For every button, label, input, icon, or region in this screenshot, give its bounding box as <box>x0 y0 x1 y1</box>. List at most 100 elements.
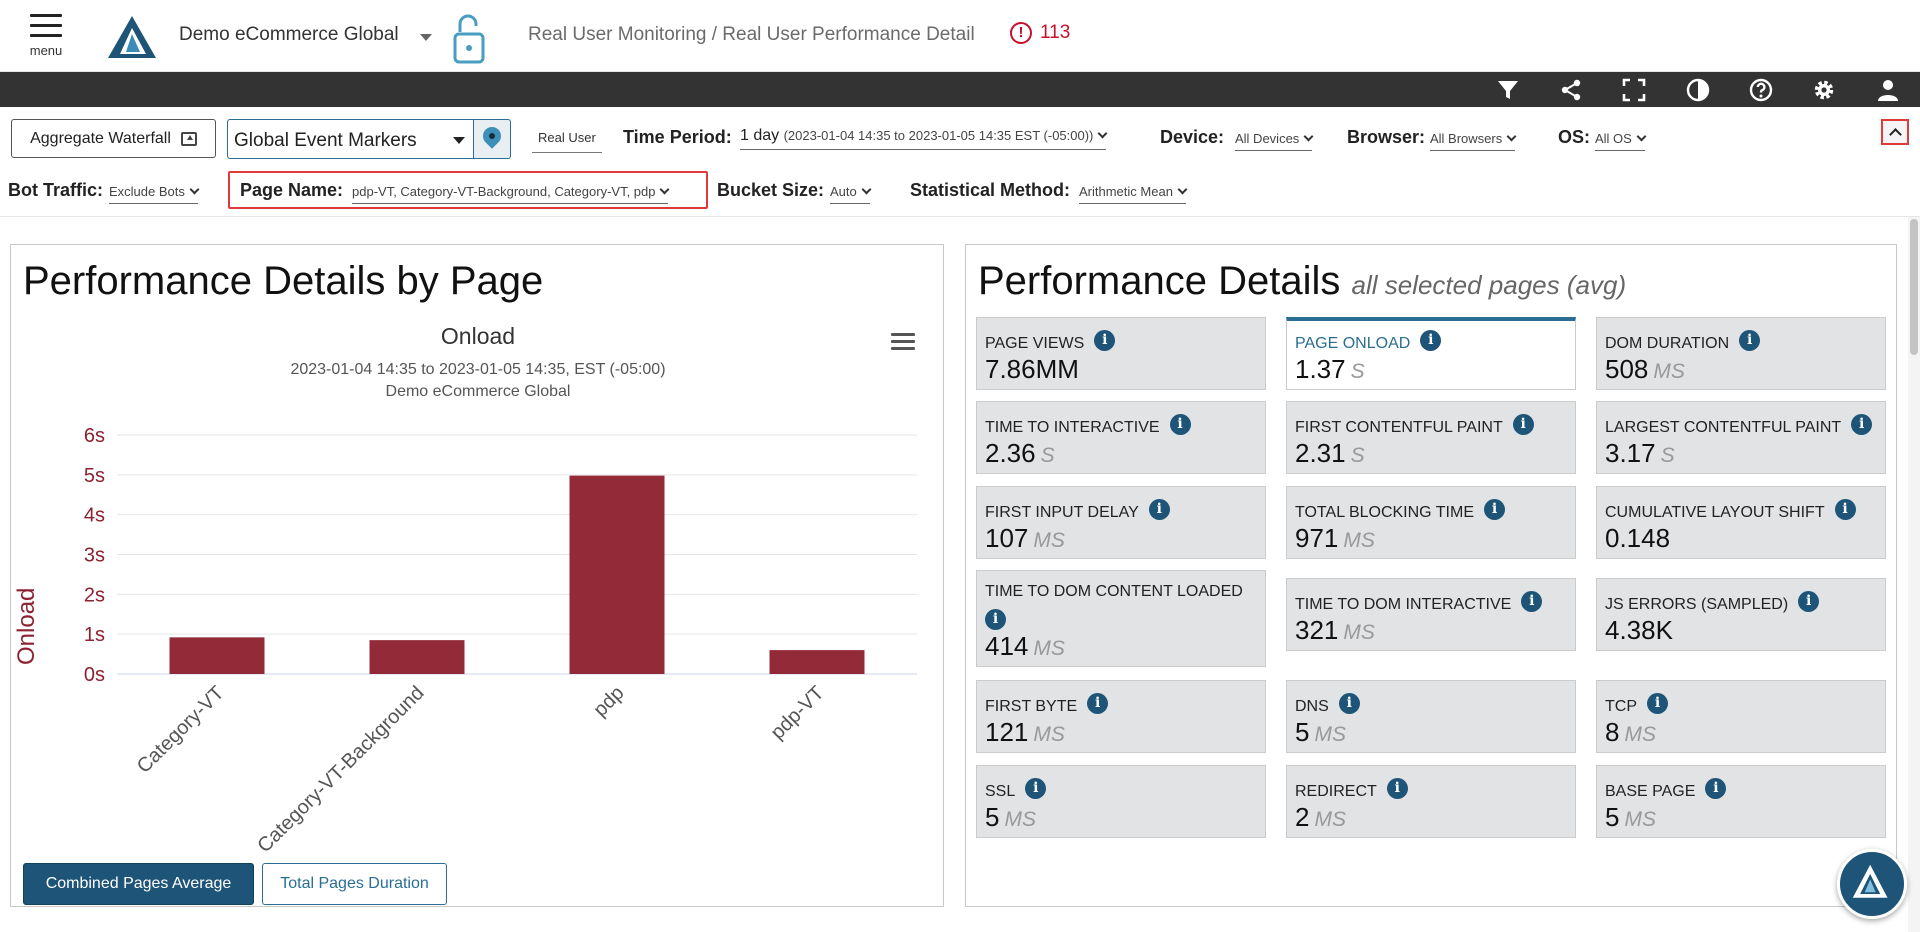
statistical-method-select[interactable]: Arithmetic Mean <box>1079 184 1188 204</box>
panel-subtitle: all selected pages (avg) <box>1351 270 1627 300</box>
alert-indicator[interactable]: ! 113 <box>1010 22 1070 44</box>
metric-card-first-byte[interactable]: FIRST BYTE i 121 MS <box>976 680 1266 753</box>
metric-value-number: 971 <box>1295 523 1339 553</box>
info-icon[interactable]: i <box>1094 330 1116 351</box>
info-icon[interactable]: i <box>1851 414 1873 435</box>
metric-card-redirect[interactable]: REDIRECT i 2 MS <box>1286 765 1576 838</box>
combined-pages-average-button[interactable]: Combined Pages Average <box>23 863 254 905</box>
metric-card-page-onload[interactable]: PAGE ONLOAD i 1.37 S <box>1286 317 1576 390</box>
metric-card-dom-duration[interactable]: DOM DURATION i 508 MS <box>1596 317 1886 390</box>
metric-unit: MS <box>1314 808 1346 831</box>
info-icon[interactable]: i <box>985 609 1006 630</box>
metric-card-dns[interactable]: DNS i 5 MS <box>1286 680 1576 753</box>
real-user-button[interactable]: Real User <box>532 125 602 153</box>
fullscreen-icon[interactable] <box>1622 78 1646 102</box>
collapse-filters-button[interactable] <box>1881 119 1909 145</box>
alert-count: 113 <box>1040 22 1071 43</box>
metric-value-number: 8 <box>1605 717 1620 747</box>
info-icon[interactable]: i <box>1087 693 1109 714</box>
metric-card-cumulative-layout-shift[interactable]: CUMULATIVE LAYOUT SHIFT i 0.148 <box>1596 486 1886 559</box>
unlock-icon[interactable] <box>452 12 488 64</box>
info-icon[interactable]: i <box>1420 330 1442 351</box>
browser-select[interactable]: All Browsers <box>1430 131 1517 151</box>
metric-card-ssl[interactable]: SSL i 5 MS <box>976 765 1266 838</box>
user-icon[interactable] <box>1876 78 1900 102</box>
metric-value-number: 121 <box>985 717 1029 747</box>
event-marker-pin-button[interactable] <box>474 119 511 159</box>
os-select[interactable]: All OS <box>1595 131 1647 151</box>
panel-title-text: Performance Details <box>978 259 1341 303</box>
metric-unit: MS <box>1343 621 1375 644</box>
onload-bar-chart: 0s 1s 2s 3s 4s 5s 6s Category-VT Category-VT-Bac… <box>84 425 917 855</box>
metric-card-time-to-dom-content-loaded[interactable]: TIME TO DOM CONTENT LOADED i 414 MS <box>976 570 1266 667</box>
metric-card-largest-contentful-paint[interactable]: LARGEST CONTENTFUL PAINT i 3.17 S <box>1596 401 1886 474</box>
metric-card-first-contentful-paint[interactable]: FIRST CONTENTFUL PAINT i 2.31 S <box>1286 401 1576 474</box>
metric-card-time-to-dom-interactive[interactable]: TIME TO DOM INTERACTIVE i 321 MS <box>1286 578 1576 651</box>
metric-value: 107 MS <box>985 523 1065 554</box>
filter-icon[interactable] <box>1496 78 1520 102</box>
metric-card-total-blocking-time[interactable]: TOTAL BLOCKING TIME i 971 MS <box>1286 486 1576 559</box>
metric-card-js-errors-sampled[interactable]: JS ERRORS (SAMPLED) i 4.38K <box>1596 578 1886 651</box>
page-name-select[interactable]: pdp-VT, Category-VT-Background, Category… <box>352 184 670 204</box>
page-name-label: Page Name: <box>240 180 344 200</box>
metric-card-base-page[interactable]: BASE PAGE i 5 MS <box>1596 765 1886 838</box>
event-markers-select[interactable]: Global Event Markers <box>227 119 474 159</box>
metric-card-page-views[interactable]: PAGE VIEWS i 7.86MM <box>976 317 1266 390</box>
chevron-down-icon <box>1177 184 1188 195</box>
assistant-fab-button[interactable] <box>1837 849 1907 919</box>
info-icon[interactable]: i <box>1798 591 1820 612</box>
aggregate-waterfall-button[interactable]: Aggregate Waterfall <box>11 119 216 158</box>
time-period-select[interactable]: 1 day (2023-01-04 14:35 to 2023-01-05 14… <box>740 127 1108 150</box>
info-icon[interactable]: i <box>1705 778 1727 799</box>
page-scrollbar[interactable] <box>1908 217 1920 932</box>
metric-card-first-input-delay[interactable]: FIRST INPUT DELAY i 107 MS <box>976 486 1266 559</box>
metric-value-number: 3.17 <box>1605 438 1656 468</box>
chart-menu-icon[interactable] <box>891 333 915 353</box>
time-period-label: Time Period: <box>623 127 732 147</box>
device-select[interactable]: All Devices <box>1235 131 1314 151</box>
app-dropdown-caret-icon[interactable] <box>420 34 432 41</box>
metric-value: 2.36 S <box>985 438 1055 469</box>
info-icon[interactable]: i <box>1484 499 1505 520</box>
info-icon[interactable]: i <box>1025 778 1047 799</box>
scrollbar-thumb[interactable] <box>1910 219 1918 355</box>
info-icon[interactable]: i <box>1169 414 1191 435</box>
y-tick-label: 6s <box>84 425 105 447</box>
bucket-size-label: Bucket Size: <box>717 180 825 200</box>
help-icon[interactable] <box>1749 78 1773 102</box>
page-name-highlight <box>228 171 708 209</box>
metric-unit: MS <box>1624 808 1656 831</box>
info-icon[interactable]: i <box>1647 693 1668 714</box>
share-icon[interactable] <box>1559 78 1583 102</box>
device-value: All Devices <box>1235 131 1300 146</box>
device-label: Device: <box>1160 127 1225 147</box>
info-icon[interactable]: i <box>1338 693 1360 714</box>
metric-label-text: TOTAL BLOCKING TIME <box>1295 504 1474 521</box>
app-selector[interactable]: Demo eCommerce Global <box>179 24 399 45</box>
y-tick-label: 4s <box>84 505 105 527</box>
bot-traffic-select[interactable]: Exclude Bots <box>109 184 200 204</box>
info-icon[interactable]: i <box>1148 499 1170 520</box>
chart-subtitle-app: Demo eCommerce Global <box>385 383 571 400</box>
metric-value-number: 5 <box>985 802 1000 832</box>
metric-value-number: 414 <box>985 631 1029 661</box>
metric-value: 321 MS <box>1295 615 1375 646</box>
total-pages-duration-button[interactable]: Total Pages Duration <box>262 863 447 905</box>
menu-button[interactable]: menu <box>26 14 66 58</box>
metric-value-number: 2.31 <box>1295 438 1346 468</box>
metric-label-text: FIRST INPUT DELAY <box>985 504 1139 521</box>
info-icon[interactable]: i <box>1521 591 1543 612</box>
os-value: All OS <box>1595 131 1632 146</box>
info-icon[interactable]: i <box>1834 499 1856 520</box>
metric-card-tcp[interactable]: TCP i 8 MS <box>1596 680 1886 753</box>
info-icon[interactable]: i <box>1512 414 1534 435</box>
bucket-size-select[interactable]: Auto <box>830 184 872 204</box>
info-icon[interactable]: i <box>1739 330 1761 351</box>
metric-card-time-to-interactive[interactable]: TIME TO INTERACTIVE i 2.36 S <box>976 401 1266 474</box>
settings-icon[interactable] <box>1812 78 1836 102</box>
metric-value-number: 5 <box>1605 802 1620 832</box>
info-icon[interactable]: i <box>1386 778 1408 799</box>
contrast-icon[interactable] <box>1686 78 1710 102</box>
metric-label-text: TIME TO DOM INTERACTIVE <box>1295 596 1512 613</box>
bar-pdp <box>569 475 665 674</box>
